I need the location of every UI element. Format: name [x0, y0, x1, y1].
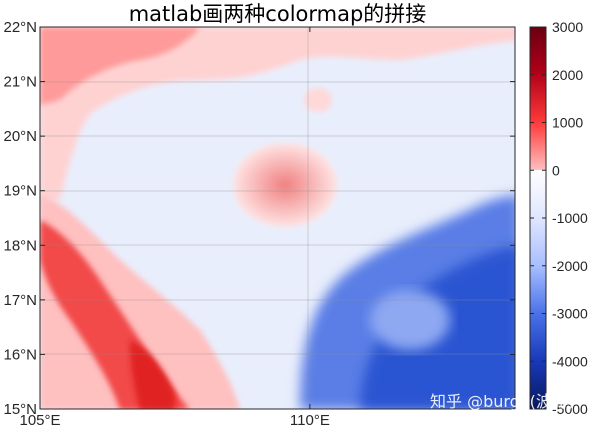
- colorbar-tick-label: 3000: [552, 19, 583, 35]
- y-tick-label: 17°N: [3, 292, 37, 309]
- colorbar-ticks: [530, 26, 546, 410]
- x-tick-labels: 105°E 110°E: [19, 412, 329, 427]
- colorbar-tick-label: -4000: [552, 353, 588, 369]
- chart-title: matlab画两种colormap的拼接: [128, 2, 427, 26]
- y-tick-label: 19°N: [3, 183, 37, 200]
- y-tick-label: 15°N: [3, 401, 37, 418]
- colorbar-tick-label: 2000: [552, 67, 583, 83]
- grid: [40, 27, 515, 409]
- x-tick-label: 105°E: [19, 412, 60, 427]
- y-tick-labels: 15°N 16°N 17°N 18°N 19°N 20°N 21°N 22°N: [3, 19, 37, 418]
- colorbar-tick-label: 1000: [552, 115, 583, 131]
- colorbar-tick-label: -3000: [552, 306, 588, 322]
- colorbar-tick-labels: 3000 2000 1000 0 -1000 -2000 -3000 -4000 -5000: [552, 19, 588, 417]
- peninsula-tip: [304, 88, 332, 112]
- land-north: [40, 27, 515, 200]
- hainan-island: [233, 143, 337, 227]
- y-tick-label: 21°N: [3, 74, 37, 91]
- axes-box: [39, 26, 516, 410]
- colorbar-tick-label: -5000: [552, 401, 588, 417]
- y-tick-label: 22°N: [3, 19, 37, 36]
- seamount: [370, 290, 450, 350]
- colorbar-tick-label: -2000: [552, 258, 588, 274]
- x-tick-label: 110°E: [290, 412, 330, 427]
- y-tick-label: 16°N: [3, 346, 37, 363]
- map-area: [40, 27, 515, 409]
- watermark: 知乎 @burge(波哥): [430, 392, 575, 411]
- tick-marks: [39, 26, 515, 410]
- land-west-peaks: [130, 340, 175, 409]
- colorbar-tick-label: 0: [552, 162, 560, 178]
- land-north-ridges: [40, 27, 200, 105]
- y-tick-label: 18°N: [3, 237, 37, 254]
- colorbar-tick-label: -1000: [552, 210, 588, 226]
- land-west: [40, 195, 240, 409]
- y-tick-label: 20°N: [3, 128, 37, 145]
